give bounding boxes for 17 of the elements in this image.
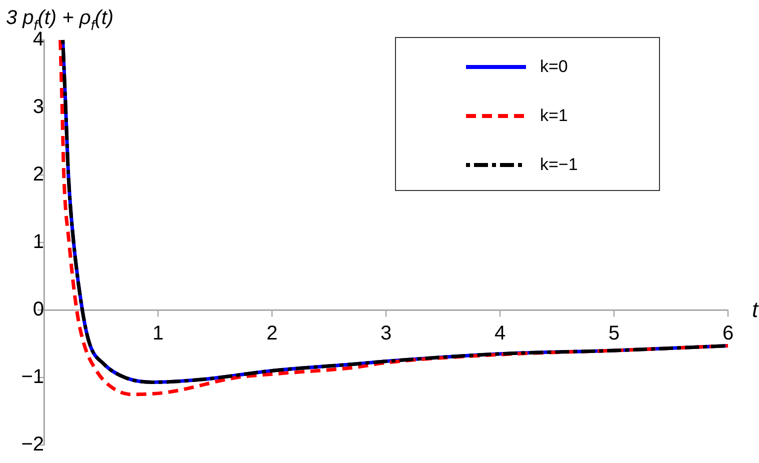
- y-tick-label: −2: [21, 434, 44, 456]
- y-tick-label: −1: [21, 366, 44, 388]
- y-tick-label: 0: [32, 298, 44, 321]
- x-tick-label: 3: [380, 322, 392, 345]
- x-tick-label: 4: [494, 322, 506, 345]
- legend-label: k=0: [540, 57, 568, 77]
- y-tick-label: 4: [32, 28, 44, 51]
- legend-label: k=1: [540, 106, 568, 126]
- x-axis-title: t: [752, 297, 759, 322]
- y-tick-label: 3: [32, 96, 44, 118]
- y-tick-label: 2: [32, 164, 44, 186]
- x-tick-label: 5: [608, 322, 620, 345]
- x-tick-label: 6: [722, 322, 734, 345]
- y-tick-label: 1: [32, 231, 44, 254]
- x-tick-label: 2: [266, 322, 278, 345]
- x-tick-label: 1: [152, 322, 164, 345]
- legend-label: k=−1: [540, 155, 578, 175]
